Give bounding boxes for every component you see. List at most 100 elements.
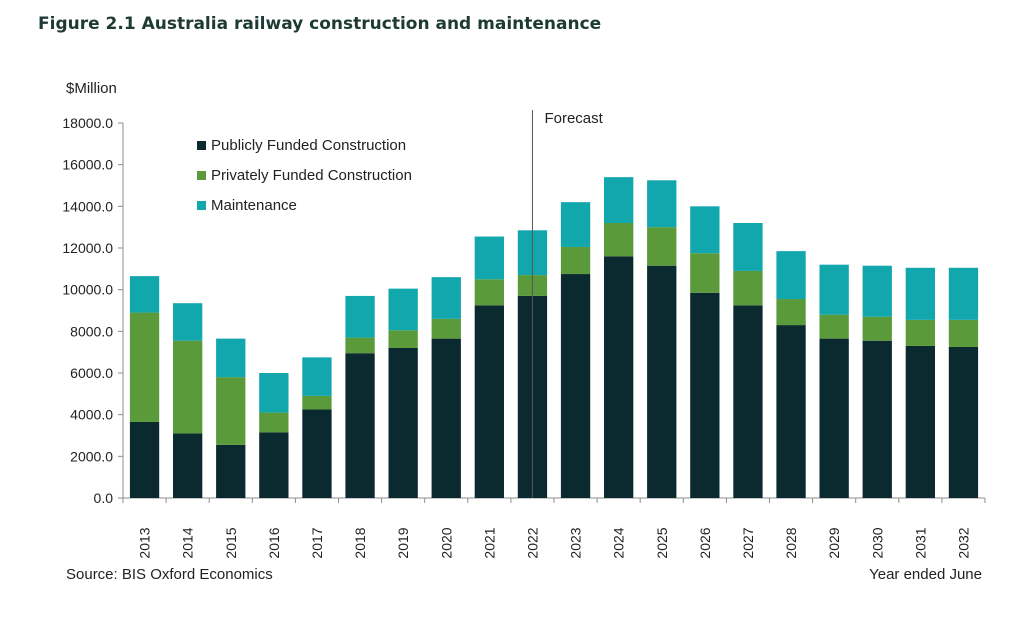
x-tick-label: 2026 [697, 527, 713, 558]
bar-private [259, 412, 289, 433]
bar-private [647, 227, 677, 266]
y-tick-label: 16000.0 [62, 157, 113, 173]
bar-maintenance [216, 338, 246, 378]
bar-private [776, 299, 806, 326]
x-tick-label: 2018 [352, 527, 368, 558]
x-tick-label: 2020 [438, 527, 454, 558]
legend-label: Maintenance [211, 197, 297, 214]
bar-private [560, 246, 591, 275]
bar-private [302, 395, 332, 410]
x-tick-label: 2015 [223, 527, 239, 558]
bar-maintenance [345, 295, 375, 338]
x-tick-label: 2029 [826, 527, 842, 558]
bar-private [862, 316, 892, 341]
bar-maintenance [819, 264, 849, 315]
x-tick-label: 2027 [740, 527, 756, 558]
bar-maintenance [690, 206, 720, 254]
bar-public [905, 345, 936, 498]
bar-maintenance [905, 267, 936, 320]
x-tick-label: 2022 [524, 527, 540, 558]
bar-private [905, 319, 936, 346]
x-tick-label: 2025 [654, 527, 670, 558]
bar-public [862, 340, 892, 498]
bars [129, 177, 979, 498]
bar-private [216, 377, 246, 445]
bar-public [259, 432, 289, 498]
bar-private [129, 312, 160, 422]
bar-maintenance [647, 180, 677, 228]
bar-public [603, 256, 634, 498]
legend-label: Privately Funded Construction [211, 167, 412, 184]
x-tick-label: 2032 [955, 527, 971, 558]
y-tick-label: 4000.0 [70, 407, 113, 423]
x-tick-label: 2023 [568, 527, 584, 558]
y-tick-label: 12000.0 [62, 240, 113, 256]
x-tick-label: 2013 [137, 527, 153, 558]
bar-public [690, 292, 720, 498]
x-tick-label: 2030 [869, 527, 885, 558]
bar-private [819, 314, 849, 339]
bar-maintenance [172, 303, 203, 341]
bar-public [819, 338, 849, 498]
bar-maintenance [776, 251, 806, 300]
y-axis: 0.0 2000.0 4000.0 6000.0 8000.0 10000.0 12000.… [62, 115, 124, 506]
bar-maintenance [948, 267, 979, 320]
x-axis-caption: Year ended June [869, 566, 982, 583]
bar-public [776, 325, 806, 498]
x-tick-label: 2017 [309, 527, 325, 558]
bar-maintenance [733, 223, 763, 271]
source-note: Source: BIS Oxford Economics [66, 566, 273, 583]
legend-swatch [197, 171, 206, 180]
legend-swatch [197, 141, 206, 150]
bar-private [690, 253, 720, 293]
bar-public [388, 348, 418, 498]
bar-maintenance [388, 288, 418, 331]
y-tick-label: 10000.0 [62, 282, 113, 298]
bar-maintenance [560, 202, 591, 247]
bar-private [603, 223, 634, 257]
bar-public [431, 338, 461, 498]
legend-label: Publicly Funded Construction [211, 137, 406, 154]
x-tick-label: 2014 [180, 527, 196, 558]
y-tick-label: 0.0 [94, 490, 114, 506]
bar-maintenance [302, 357, 332, 396]
x-tick-label: 2016 [266, 527, 282, 558]
bar-maintenance [603, 177, 634, 223]
bar-private [948, 319, 979, 347]
x-tick-label: 2024 [611, 527, 627, 558]
bar-public [647, 265, 677, 498]
bar-maintenance [259, 373, 289, 413]
bar-public [474, 305, 505, 498]
y-tick-label: 8000.0 [70, 323, 113, 339]
y-tick-label: 6000.0 [70, 365, 113, 381]
legend: Publicly Funded Construction Privately Fu… [197, 137, 412, 214]
bar-public [172, 433, 203, 498]
y-axis-label: $Million [66, 80, 117, 97]
x-tick-label: 2031 [912, 527, 928, 558]
x-tick-label: 2019 [395, 527, 411, 558]
bar-private [388, 330, 418, 348]
bar-public [302, 409, 332, 498]
x-tick-label: 2028 [783, 527, 799, 558]
bar-public [733, 305, 763, 498]
bar-private [733, 270, 763, 306]
bar-private [474, 279, 505, 306]
figure-title: Figure 2.1 Australia railway constructio… [38, 14, 602, 34]
bar-maintenance [431, 277, 461, 319]
bar-maintenance [862, 265, 892, 317]
bar-private [172, 340, 203, 434]
forecast-marker: Forecast [531, 110, 604, 498]
bar-public [560, 274, 591, 498]
y-tick-label: 18000.0 [62, 115, 113, 131]
x-axis: 2013 2014 2015 2016 2017 2018 2019 2020 2021 2022… [122, 497, 986, 559]
bar-public [345, 353, 375, 498]
forecast-label: Forecast [544, 110, 603, 127]
legend-swatch [197, 201, 206, 210]
x-tick-label: 2021 [481, 527, 497, 558]
bar-maintenance [129, 276, 160, 313]
bar-private [431, 318, 461, 339]
bar-public [948, 346, 979, 498]
bar-public [216, 444, 246, 498]
bar-public [129, 421, 160, 498]
